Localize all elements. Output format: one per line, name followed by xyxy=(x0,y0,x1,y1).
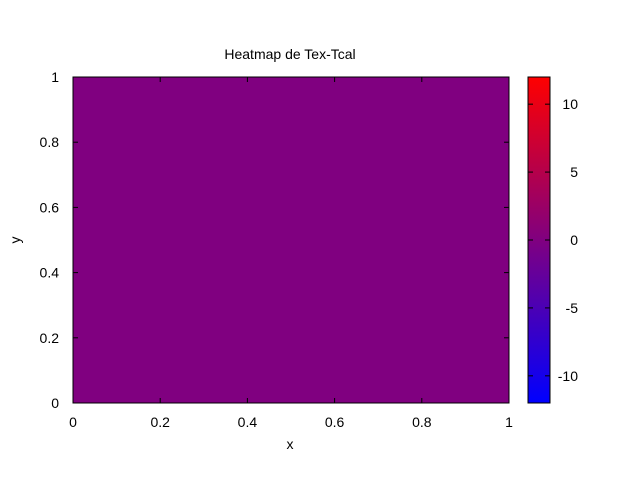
x-tick-label: 0 xyxy=(69,414,77,430)
x-tick-label: 0.8 xyxy=(412,414,432,430)
y-tick-label: 0.2 xyxy=(40,330,60,346)
colorbar-tick-label: 5 xyxy=(570,164,578,180)
y-tick-label: 0.4 xyxy=(40,265,60,281)
y-axis-label: y xyxy=(7,237,23,244)
chart-title: Heatmap de Tex-Tcal xyxy=(224,46,355,62)
colorbar-tick-label: -5 xyxy=(566,300,579,316)
y-tick-label: 1 xyxy=(51,69,59,85)
colorbar-tick-label: -10 xyxy=(558,368,578,384)
colorbar-tick-label: 0 xyxy=(570,232,578,248)
y-tick-label: 0.8 xyxy=(40,134,60,150)
plot-border xyxy=(72,76,510,404)
x-axis-ticks: 0 0.2 0.4 0.6 0.8 1 xyxy=(69,77,513,430)
x-tick-label: 0.2 xyxy=(150,414,170,430)
x-tick-label: 0.6 xyxy=(325,414,345,430)
x-axis-label: x xyxy=(287,436,294,452)
colorbar-tick-label: 10 xyxy=(562,96,578,112)
y-axis-ticks: 0 0.2 0.4 0.6 0.8 1 xyxy=(40,69,509,411)
y-tick-label: 0 xyxy=(51,395,59,411)
x-tick-label: 0.4 xyxy=(238,414,258,430)
y-tick-label: 0.6 xyxy=(40,199,60,215)
x-tick-label: 1 xyxy=(505,414,513,430)
heatmap-area xyxy=(73,77,509,403)
colorbar-ticks: 10 5 0 -5 -10 xyxy=(528,96,578,384)
